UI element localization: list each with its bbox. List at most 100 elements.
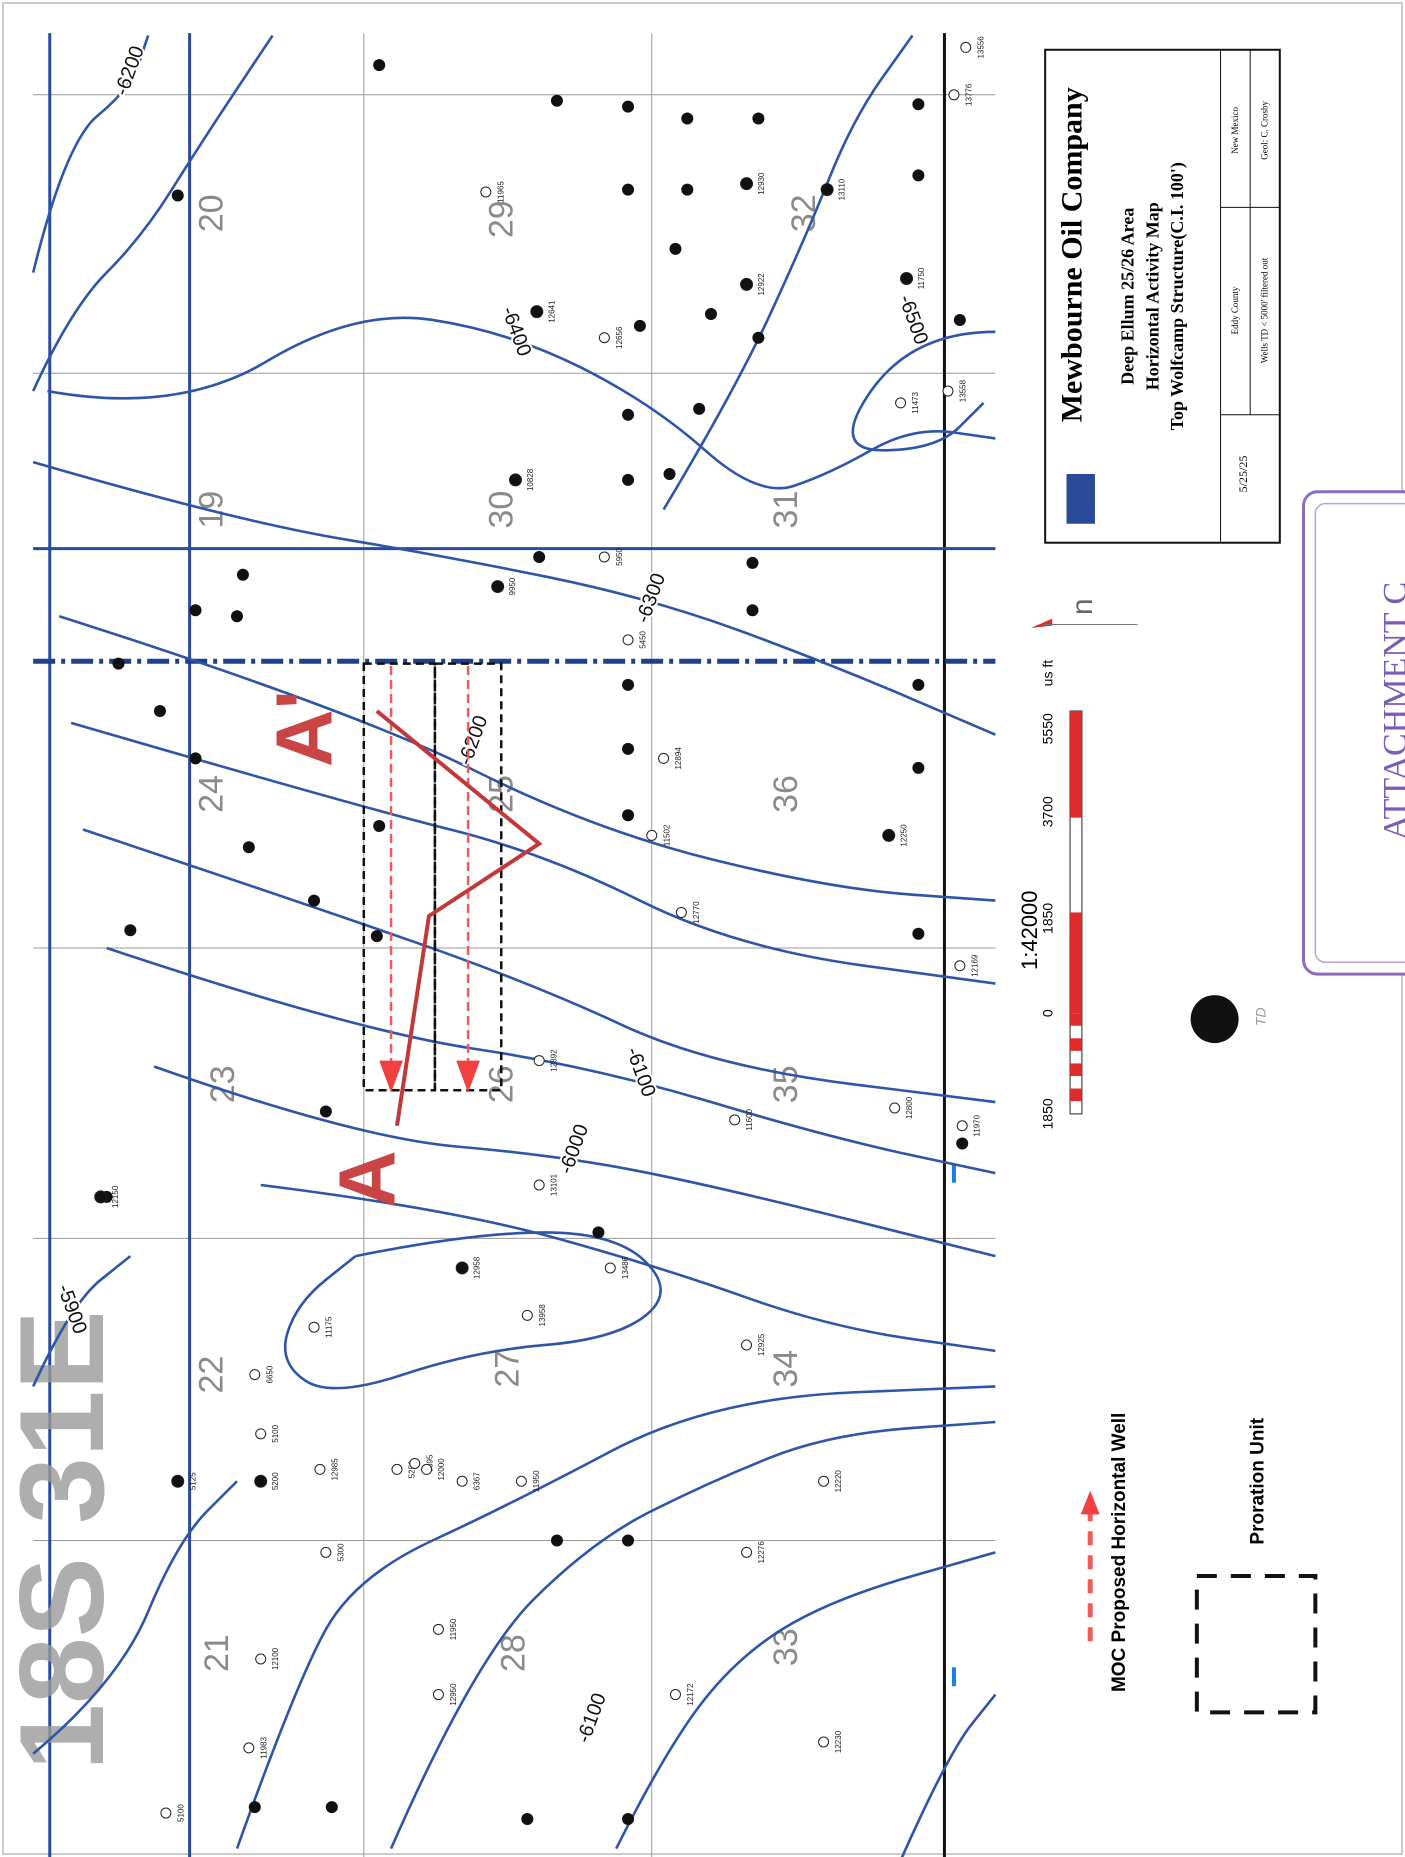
cross-section-label: A [322,1150,411,1208]
scale-unit: us ft [1039,660,1055,687]
well-dot [370,930,383,943]
title-cell: Wells TD < 5000' filtered out [1260,257,1270,363]
contour-line [82,828,996,1104]
well-dot [622,809,635,822]
title-line: Horizontal Activity Map [1142,202,1162,390]
well-dot [592,1226,605,1239]
well-dot [622,742,635,755]
proposed-well-arrow [456,1060,480,1093]
contour-line [662,34,914,511]
well-symbol [598,332,610,344]
well-symbol [658,752,670,764]
section-number: 33 [767,1628,805,1666]
well-symbol [942,385,954,397]
well-label: 13558 [959,379,968,402]
legend-label: MOC Proposed Horizontal Well [1109,1413,1130,1692]
well-label: 13110 [838,178,847,200]
section-number: 27 [489,1350,527,1388]
contour-line [260,1183,996,1353]
well-symbol [729,1114,741,1126]
scale-segment [1070,1088,1082,1102]
well-dot [669,242,682,255]
company-name: Mewbourne Oil Company [1056,87,1089,422]
well-label: 11950 [449,1618,458,1640]
well-symbol [421,1463,433,1475]
title-line: Deep Ellum 25/26 Area [1117,208,1137,385]
section-number: 36 [767,775,805,813]
well-symbol [948,89,960,101]
well-symbol [432,1623,444,1635]
contour-line [32,460,996,736]
well-dot [912,169,925,182]
well-label: 5250 [407,1460,416,1478]
well-dot [171,1474,185,1488]
north-letter: n [1066,598,1099,615]
well-dot [705,308,717,321]
well-dot [622,473,635,486]
well-label: 12276 [757,1541,766,1564]
title-cell: New Mexico [1230,106,1240,153]
well-dot [752,112,765,125]
well-label: 13776 [964,83,973,106]
well-symbol [956,1120,968,1132]
well-symbol [243,1742,255,1754]
well-dot [693,402,706,415]
well-label: 5125 [188,1472,197,1490]
well-label: 11600 [745,1108,754,1130]
well-dot [373,59,386,72]
well-dot [94,1190,108,1204]
proposed-well-arrow [379,1060,403,1093]
well-label: 9950 [508,577,517,595]
scale-label: 1850 [1039,903,1055,934]
well-dot [681,112,694,125]
well-symbol [818,1475,830,1487]
well-label: 6650 [265,1365,274,1383]
section-number: 24 [192,775,230,813]
well-symbol [604,1262,616,1274]
well-dot [533,550,546,563]
well-label: 11473 [911,392,920,414]
well-label: 12925 [757,1333,766,1356]
north-arrow [1030,618,1053,629]
legend-label: Proration Unit [1247,1417,1268,1544]
attachment-box [1302,490,1405,976]
scale-label: 0 [1039,1009,1055,1017]
well-symbol [741,1546,753,1558]
well-dot [740,277,754,291]
well-label: 12922 [757,273,766,296]
well-dot [319,1105,332,1118]
well-label: 10828 [526,468,535,491]
well-symbol [409,1457,421,1469]
well-symbol [308,1321,320,1333]
well-label: 13958 [538,1304,547,1327]
proration-unit [362,662,437,1092]
well-dot [153,705,166,717]
section-number: 21 [198,1634,236,1672]
well-dot [248,1801,261,1814]
section-number: 23 [204,1065,242,1103]
well-label: 12930 [757,172,766,195]
well-dot [622,100,635,113]
well-symbol [456,1475,468,1487]
well-dot [953,313,966,326]
well-label: 5100 [271,1424,280,1442]
scale-label: 5550 [1039,713,1055,744]
well-dot [254,1474,268,1488]
well-dot [231,610,243,623]
well-dot [622,1812,635,1825]
well-dot [491,580,505,594]
well-dot [171,189,184,202]
legend-arrow-head [1080,1490,1100,1515]
section-number: 34 [767,1350,805,1388]
township-label: 18S 31E [0,1310,129,1770]
well-label: 12100 [271,1647,280,1670]
well-label: 12800 [905,1096,914,1119]
well-symbol [533,1055,545,1067]
well-dot [112,657,125,670]
scale-segment [1070,1013,1082,1026]
well-label: 12250 [899,824,908,847]
well-label: 12172 [686,1683,695,1706]
well-symbol [533,1179,545,1191]
well-dot [900,271,914,285]
well-dot [912,927,925,940]
